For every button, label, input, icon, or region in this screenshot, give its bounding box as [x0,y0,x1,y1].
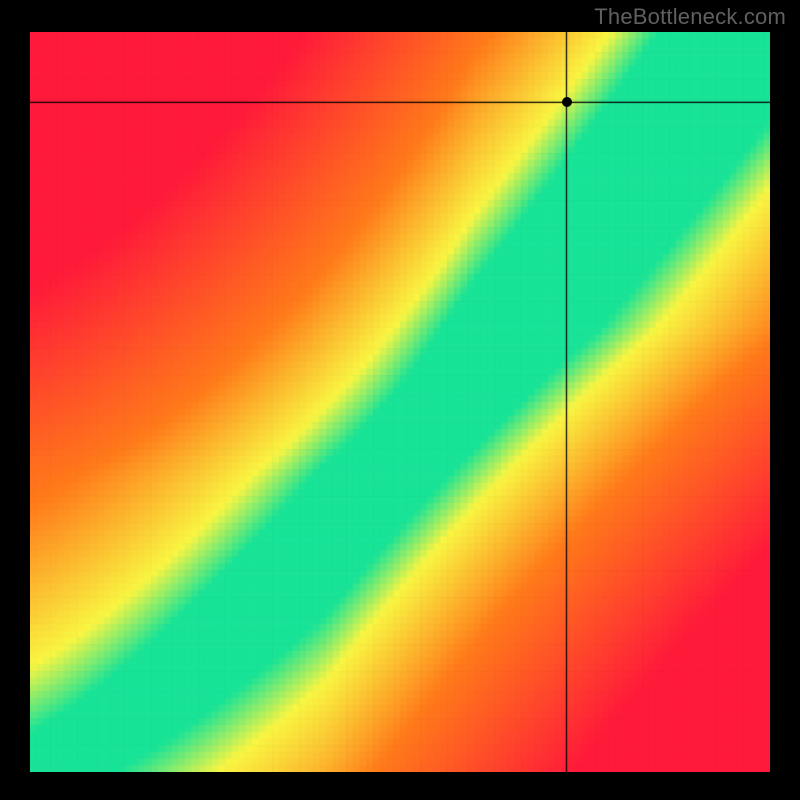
attribution-label: TheBottleneck.com [594,4,786,30]
bottleneck-heatmap [30,32,770,772]
chart-container: TheBottleneck.com [0,0,800,800]
marker-point [562,97,572,107]
